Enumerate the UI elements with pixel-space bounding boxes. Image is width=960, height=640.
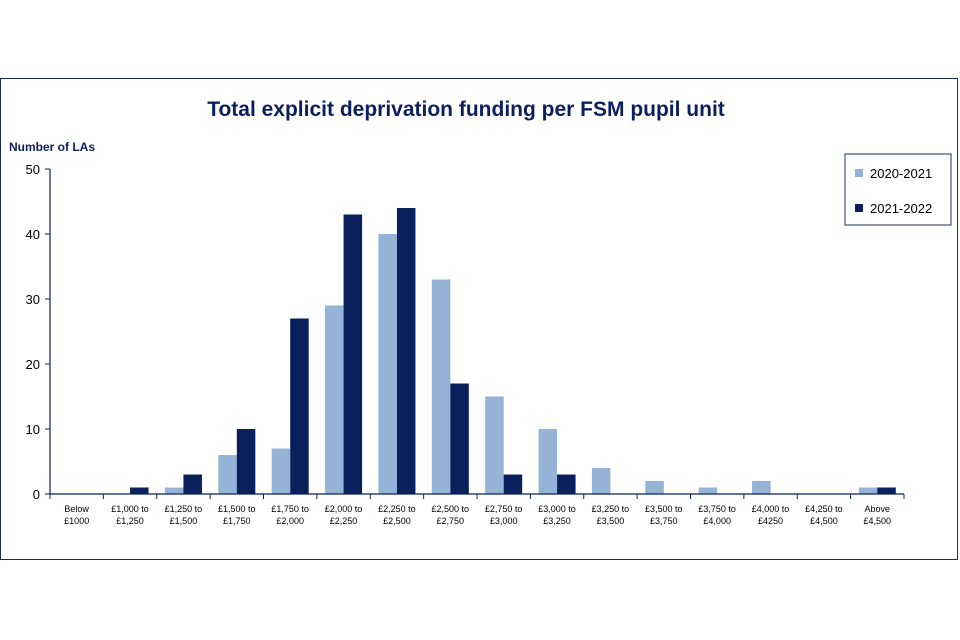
bar-2020-2021-7 [431,279,451,494]
bar-2021-2022-8 [503,474,523,494]
bar-2020-2021-6 [378,234,397,494]
x-tick-label-3: £1,500 to £1,750 [218,504,256,526]
y-axis-label: Number of LAs [9,140,95,154]
x-tick-label-13: £4,000 to £4250 [752,504,790,526]
bar-2021-2022-9 [557,474,576,494]
legend: 2020-2021 2021-2022 [844,153,952,226]
y-tick-label-40: 40 [26,227,40,242]
y-tick-label-20: 20 [26,357,40,372]
y-tick-label-30: 30 [26,292,40,307]
bar-2021-2022-6 [396,208,416,494]
bar-2021-2022-15 [877,487,896,494]
x-tick-label-9: £3,000 to £3,250 [538,504,576,526]
x-tick-label-8: £2,750 to £3,000 [485,504,523,526]
bar-2020-2021-5 [325,305,344,494]
bar-2020-2021-4 [271,448,291,494]
chart-title: Total explicit deprivation funding per F… [207,98,725,121]
chart-frame: Total explicit deprivation funding per F… [0,78,958,560]
bar-2020-2021-8 [485,396,504,494]
x-tick-label-12: £3,750 to £4,000 [698,504,736,526]
plot-area: 0 10 20 30 40 50 Below £1000 £1,000 to £1,250 £1,2… [26,162,905,526]
bar-2021-2022-5 [343,214,363,494]
legend-label-2021-2022: 2021-2022 [870,201,932,216]
x-tick-label-7: £2,500 to £2,750 [432,504,470,526]
bar-2020-2021-15 [858,487,878,494]
bar-2020-2021-9 [538,429,558,494]
bar-2020-2021-3 [218,455,237,494]
bar-2020-2021-10 [591,468,611,494]
chart: Total explicit deprivation funding per F… [9,98,952,526]
y-tick-label-50: 50 [26,162,40,177]
x-tick-label-2: £1,250 to £1,500 [165,504,203,526]
bar-2021-2022-4 [290,318,309,494]
x-tick-label-15: Above £4,500 [864,504,892,526]
legend-swatch-2020-2021 [855,169,863,177]
x-tick-label-1: £1,000 to £1,250 [111,504,149,526]
bar-2021-2022-3 [236,429,256,494]
y-tick-label-10: 10 [26,422,40,437]
x-tick-label-0: Below £1000 [64,504,89,526]
bar-2020-2021-2 [164,487,184,494]
bar-2021-2022-2 [183,474,202,494]
x-tick-label-10: £3,250 to £3,500 [592,504,630,526]
x-tick-label-6: £2,250 to £2,500 [378,504,416,526]
y-tick-label-0: 0 [33,487,40,502]
legend-label-2020-2021: 2020-2021 [870,166,932,181]
bar-2021-2022-1 [130,487,149,494]
x-tick-label-4: £1,750 to £2,000 [271,504,309,526]
x-tick-label-14: £4,250 to £4,500 [805,504,843,526]
legend-box [844,153,952,226]
bar-2020-2021-11 [645,481,664,494]
x-tick-label-5: £2,000 to £2,250 [325,504,363,526]
x-tick-label-11: £3,500 to £3,750 [645,504,683,526]
legend-swatch-2021-2022 [855,204,863,212]
bar-2020-2021-13 [752,481,771,494]
bar-2020-2021-12 [698,487,718,494]
bar-2021-2022-7 [450,383,469,494]
